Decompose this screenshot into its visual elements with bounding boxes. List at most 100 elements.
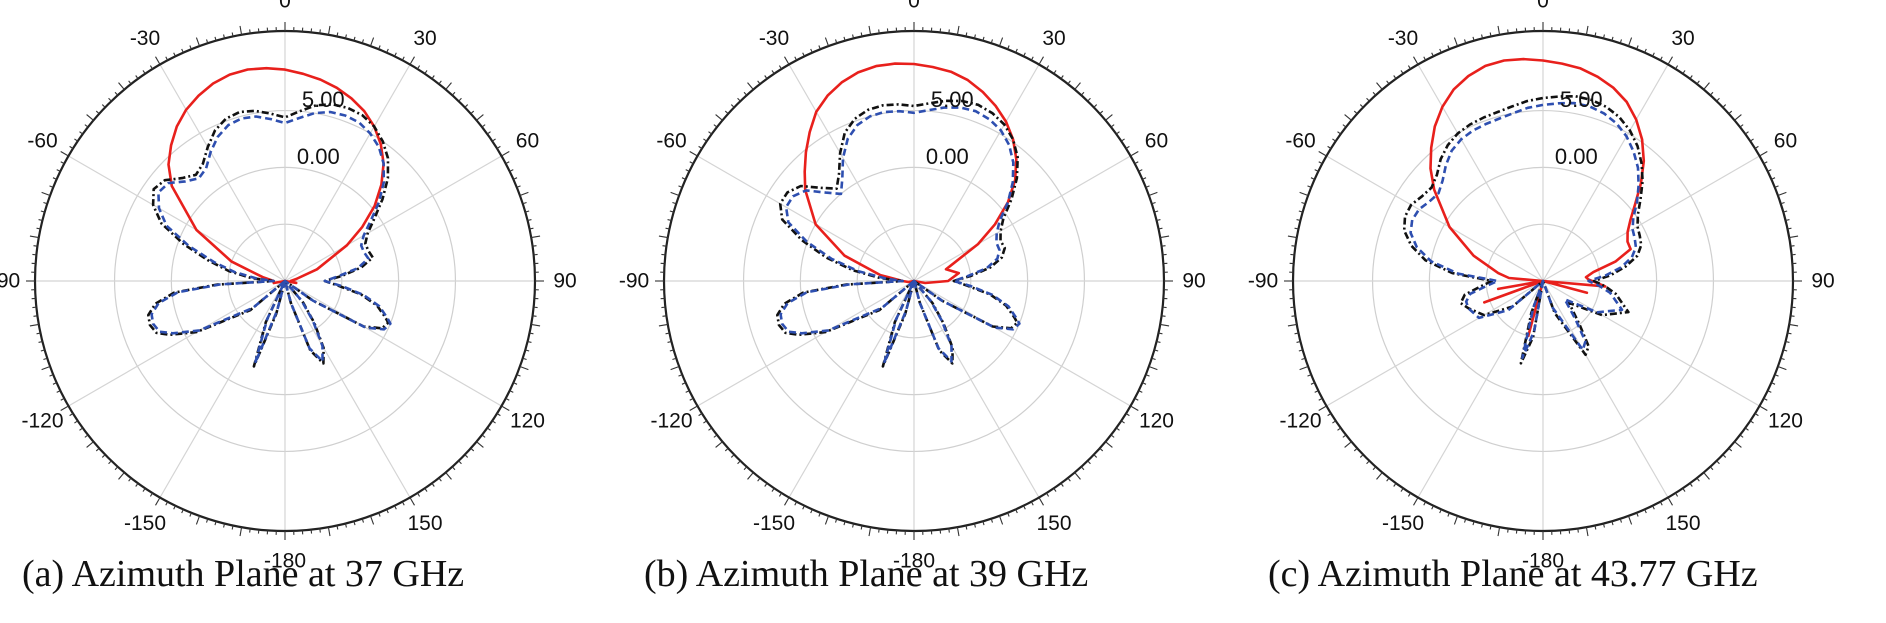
rim-tick	[1134, 161, 1139, 165]
rim-tick	[114, 91, 119, 96]
rim-tick	[878, 528, 880, 533]
rim-tick	[353, 521, 356, 526]
rim-tick	[1099, 447, 1104, 452]
rim-tick	[1074, 82, 1081, 90]
rim-tick	[1053, 70, 1057, 75]
rim-tick	[1310, 382, 1315, 385]
rim-tick	[1675, 65, 1679, 70]
rim-tick	[52, 177, 57, 180]
grid-spoke	[913, 155, 1131, 282]
rim-tick	[101, 454, 106, 458]
rim-tick	[165, 56, 169, 61]
rim-tick	[757, 80, 761, 85]
rim-tick	[205, 39, 209, 44]
angle-tick-label: 30	[413, 27, 436, 50]
rim-tick	[1400, 70, 1404, 75]
angle-tick-label: -120	[650, 410, 692, 433]
rim-tick	[737, 460, 741, 465]
rim-tick	[60, 151, 69, 157]
rim-tick	[205, 518, 209, 523]
rim-tick	[165, 501, 169, 506]
rim-tick	[249, 29, 251, 34]
caption-c: (c) Azimuth Plane at 43.77 GHz	[1268, 553, 1758, 595]
rim-tick	[1007, 512, 1010, 517]
series-curve-red	[167, 66, 385, 285]
angle-tick-label: -30	[130, 27, 160, 50]
angle-tick-label: -150	[1382, 512, 1424, 535]
rim-tick	[1067, 80, 1071, 85]
rim-tick	[378, 512, 381, 517]
rim-tick	[195, 515, 201, 525]
rim-tick	[1314, 169, 1319, 172]
grid-spoke	[1417, 280, 1544, 498]
rim-tick	[1161, 245, 1166, 247]
rim-tick	[386, 48, 389, 53]
rim-tick	[458, 97, 462, 102]
rim-tick	[43, 201, 48, 205]
rim-tick	[1423, 501, 1427, 506]
rim-tick	[327, 527, 331, 537]
rim-tick	[1156, 219, 1161, 222]
rim-tick	[1644, 48, 1647, 53]
rim-tick	[843, 36, 846, 41]
rim-tick	[1787, 227, 1792, 230]
rim-tick	[409, 497, 415, 506]
rim-tick	[60, 161, 65, 165]
rim-tick	[1120, 138, 1125, 142]
rim-tick	[1716, 97, 1720, 102]
rim-tick	[49, 374, 54, 377]
rim-tick	[1291, 315, 1296, 317]
rim-tick	[843, 521, 846, 526]
rim-tick	[189, 512, 192, 517]
rim-tick	[327, 25, 331, 35]
rim-tick	[155, 497, 161, 506]
rim-tick	[1652, 505, 1655, 510]
rim-tick	[1294, 227, 1299, 230]
rim-tick	[715, 114, 723, 121]
rim-tick	[1359, 104, 1364, 108]
series-curve-black	[776, 99, 1019, 368]
rim-tick	[1644, 509, 1647, 514]
rim-tick	[532, 315, 537, 317]
rim-tick	[344, 34, 347, 39]
rim-tick	[1447, 512, 1450, 517]
rim-tick	[516, 185, 521, 188]
rim-tick	[1734, 441, 1742, 448]
rim-tick	[672, 201, 677, 205]
rim-tick	[670, 191, 680, 197]
angle-tick-label: 150	[1665, 512, 1700, 535]
rim-tick	[784, 497, 790, 506]
rim-tick	[1413, 497, 1419, 506]
angle-tick-label: -90	[1248, 270, 1278, 293]
rim-tick	[195, 37, 201, 47]
rim-tick	[1142, 382, 1147, 385]
rim-tick	[41, 191, 51, 197]
rim-tick	[1318, 397, 1323, 401]
rim-tick	[52, 382, 57, 385]
rim-tick	[771, 487, 775, 492]
rim-tick	[1060, 482, 1064, 487]
rim-tick	[1481, 523, 1484, 528]
rim-tick	[1754, 145, 1759, 149]
rim-tick	[1611, 36, 1614, 41]
rim-tick	[1447, 45, 1450, 50]
rim-tick	[1046, 492, 1050, 497]
rim-tick	[1359, 454, 1364, 458]
angle-tick-label: 90	[1182, 270, 1205, 293]
rim-tick	[1400, 487, 1404, 492]
rim-tick	[1023, 505, 1026, 510]
rim-tick	[1038, 497, 1044, 506]
angle-tick-label: -180	[893, 550, 935, 573]
rim-tick	[84, 124, 89, 128]
rim-tick	[973, 34, 976, 39]
rim-tick	[79, 131, 84, 135]
rim-tick	[319, 29, 321, 34]
rim-tick	[860, 525, 863, 530]
rim-tick	[662, 245, 667, 247]
rim-tick	[1767, 390, 1772, 393]
rim-tick	[1314, 390, 1319, 393]
rim-tick	[834, 39, 838, 44]
rim-tick	[1507, 528, 1509, 533]
rim-tick	[1722, 104, 1727, 108]
rim-tick	[998, 515, 1004, 525]
